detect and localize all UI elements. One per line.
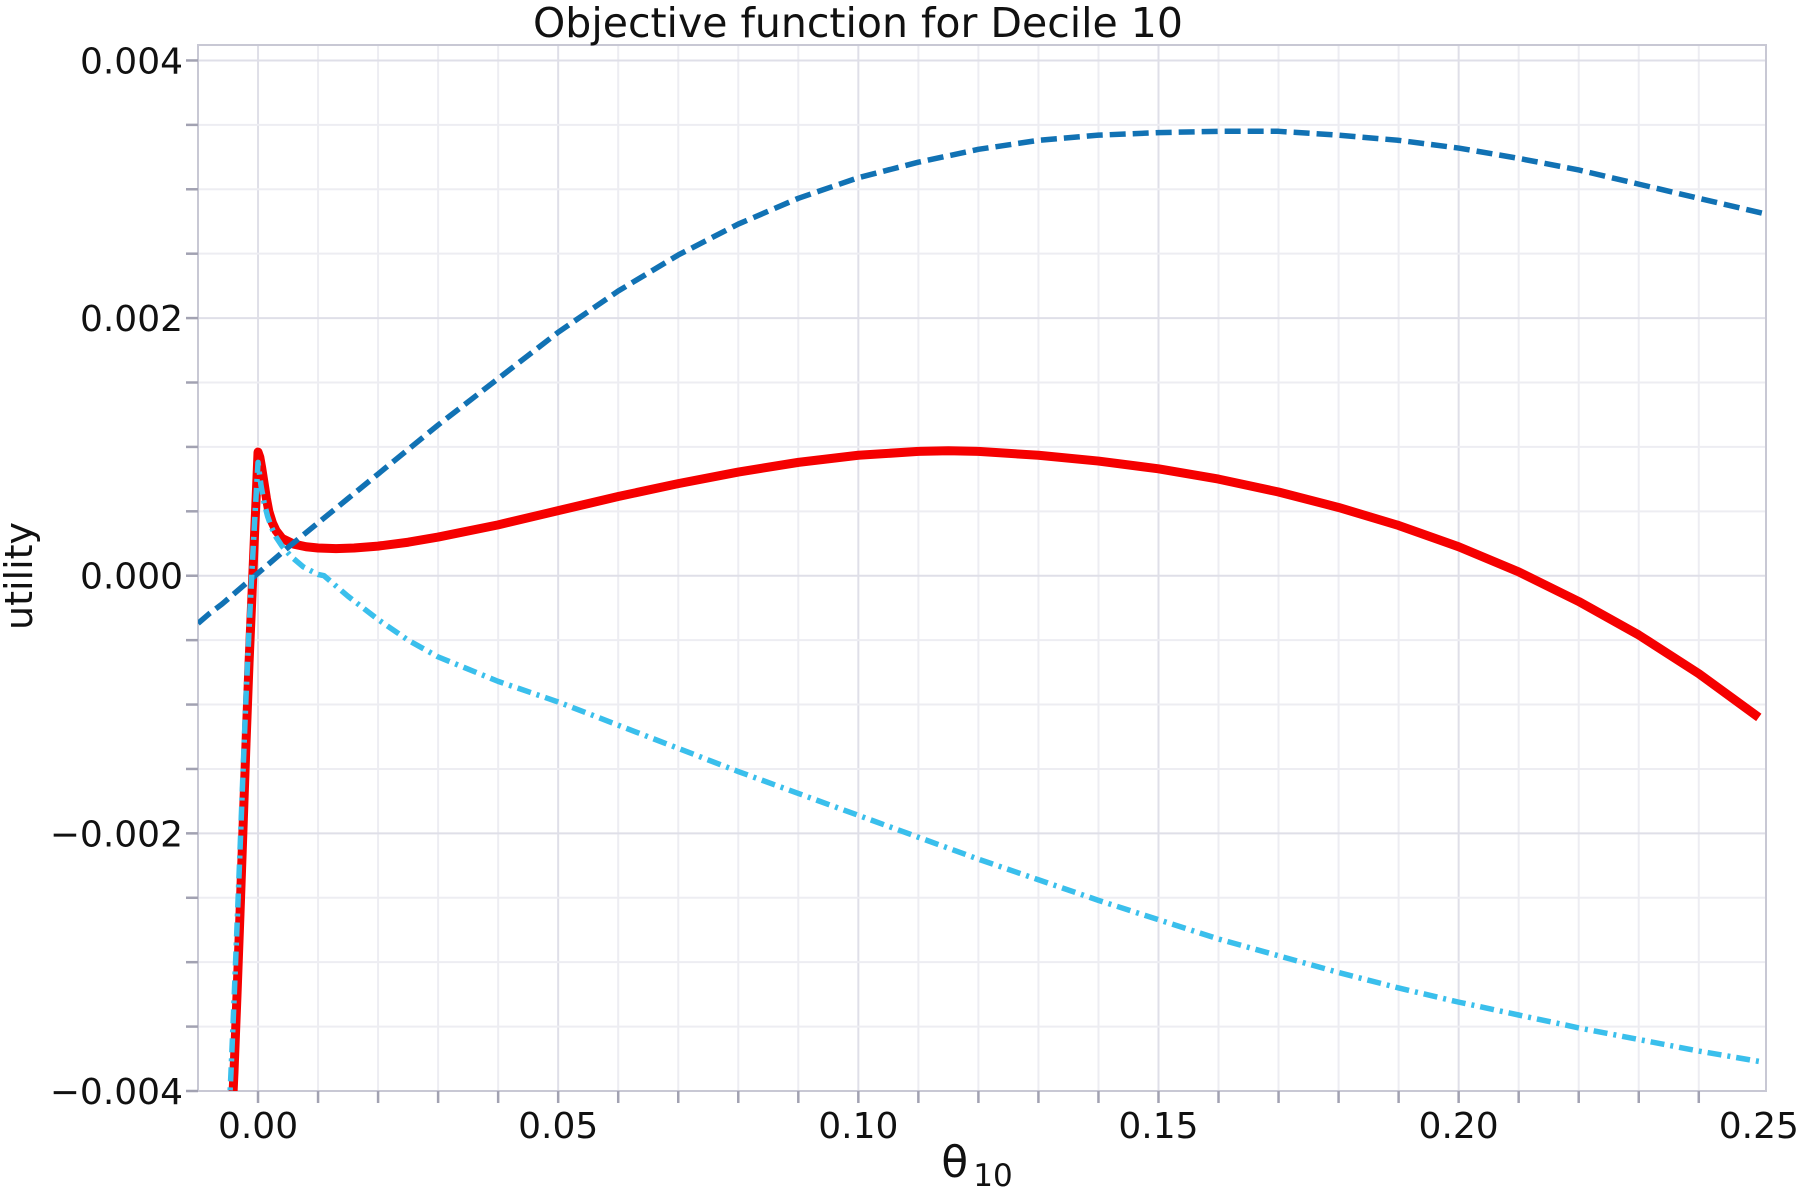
tick-marks	[186, 59, 1701, 1103]
y-axis-label: utility	[0, 522, 41, 630]
x-tick-label: 0.20	[1419, 1106, 1499, 1147]
chart-title: Objective function for Decile 10	[533, 0, 1183, 47]
x-tick-label: 0.00	[218, 1106, 298, 1147]
series-path-component-blue-dashed	[198, 128, 1766, 626]
x-axis-label-subscript: 10	[973, 1158, 1012, 1194]
x-tick-labels: 0.00 0.05 0.10 0.15 0.20 0.25	[218, 1106, 1799, 1147]
plot-frame	[197, 44, 1767, 1092]
y-tick-label: 0.000	[80, 557, 183, 598]
x-tick-label: 0.15	[1118, 1106, 1198, 1147]
x-axis-label-theta: θ	[941, 1137, 968, 1188]
y-tick-labels: 0.004 0.002 0.000 −0.002 −0.004	[50, 41, 183, 1113]
series-path-component-cyan-dashdot	[227, 459, 1760, 1091]
x-tick-label: 0.25	[1719, 1106, 1799, 1147]
x-axis-label: θ 10	[941, 1137, 1012, 1194]
y-tick-label: −0.002	[50, 814, 183, 855]
x-tick-label: 0.05	[518, 1106, 598, 1147]
x-tick-label: 0.10	[818, 1106, 898, 1147]
y-tick-label: 0.002	[80, 299, 183, 340]
gridlines	[198, 45, 1766, 1092]
chart-generated-layers: 0.00 0.05 0.10 0.15 0.20 0.25 0.004 0.002 0.000 −…	[50, 41, 1799, 1147]
series-path-objective-red-solid	[228, 446, 1762, 1091]
y-tick-label: −0.004	[50, 1072, 183, 1113]
series-lines	[198, 128, 1766, 1091]
y-tick-label: 0.004	[80, 41, 183, 82]
